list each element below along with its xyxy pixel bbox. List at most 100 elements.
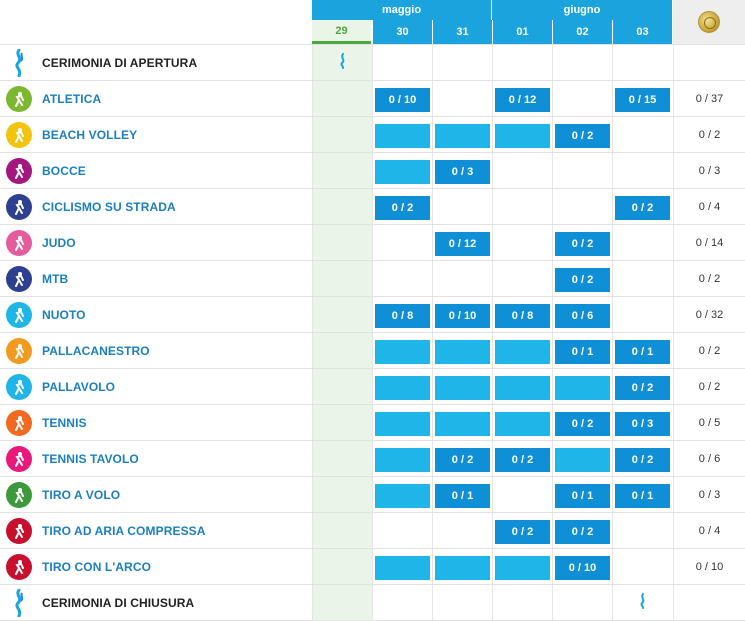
day-cell-30[interactable] xyxy=(372,549,432,585)
sport-name[interactable]: TIRO AD ARIA COMPRESSA xyxy=(42,524,206,538)
event-day-bar[interactable] xyxy=(375,556,430,580)
day-cell-01[interactable]: 0 / 12 xyxy=(492,81,552,117)
event-day-bar[interactable] xyxy=(375,448,430,472)
day-cell-02[interactable] xyxy=(552,369,612,405)
day-cell-30[interactable] xyxy=(372,117,432,153)
sport-label[interactable]: JUDO xyxy=(0,225,312,261)
day-cell-03[interactable]: 0 / 3 xyxy=(612,405,672,441)
day-cell-31[interactable]: 0 / 2 xyxy=(432,441,492,477)
sport-name[interactable]: JUDO xyxy=(42,236,76,250)
sport-name[interactable]: PALLAVOLO xyxy=(42,380,116,394)
day-header-03[interactable]: 03 xyxy=(613,20,672,44)
day-cell-31[interactable]: 0 / 1 xyxy=(432,477,492,513)
event-medals-badge[interactable]: 0 / 6 xyxy=(555,304,610,328)
day-cell-01[interactable] xyxy=(492,549,552,585)
sport-label[interactable]: TENNIS TAVOLO xyxy=(0,441,312,477)
day-cell-30[interactable] xyxy=(372,477,432,513)
event-day-bar[interactable] xyxy=(495,556,550,580)
sport-name[interactable]: CERIMONIA DI APERTURA xyxy=(42,56,198,70)
event-day-bar[interactable] xyxy=(375,412,430,436)
sport-name[interactable]: BOCCE xyxy=(42,164,86,178)
event-medals-badge[interactable]: 0 / 12 xyxy=(435,232,490,256)
day-cell-02[interactable]: 0 / 1 xyxy=(552,477,612,513)
day-cell-30[interactable] xyxy=(372,153,432,189)
day-header-02[interactable]: 02 xyxy=(553,20,612,44)
event-medals-badge[interactable]: 0 / 2 xyxy=(615,376,670,400)
event-medals-badge[interactable]: 0 / 2 xyxy=(555,412,610,436)
day-cell-01[interactable]: 0 / 2 xyxy=(492,513,552,549)
day-cell-30[interactable]: 0 / 2 xyxy=(372,189,432,225)
event-medals-badge[interactable]: 0 / 8 xyxy=(495,304,550,328)
sport-name[interactable]: CICLISMO SU STRADA xyxy=(42,200,176,214)
event-medals-badge[interactable]: 0 / 2 xyxy=(555,268,610,292)
sport-name[interactable]: CERIMONIA DI CHIUSURA xyxy=(42,596,195,610)
day-header-01[interactable]: 01 xyxy=(493,20,552,44)
day-header-31[interactable]: 31 xyxy=(433,20,492,44)
day-header-30[interactable]: 30 xyxy=(373,20,432,44)
sport-label[interactable]: BEACH VOLLEY xyxy=(0,117,312,153)
day-cell-31[interactable] xyxy=(432,117,492,153)
event-day-bar[interactable] xyxy=(375,340,430,364)
day-cell-29[interactable] xyxy=(312,45,372,81)
event-medals-badge[interactable]: 0 / 3 xyxy=(615,412,670,436)
day-cell-03[interactable]: 0 / 1 xyxy=(612,333,672,369)
event-day-bar[interactable] xyxy=(435,124,490,148)
day-cell-31[interactable] xyxy=(432,333,492,369)
sport-label[interactable]: BOCCE xyxy=(0,153,312,189)
sport-name[interactable]: PALLACANESTRO xyxy=(42,344,150,358)
day-cell-03[interactable]: 0 / 15 xyxy=(612,81,672,117)
event-day-bar[interactable] xyxy=(375,160,430,184)
event-medals-badge[interactable]: 0 / 2 xyxy=(555,232,610,256)
event-medals-badge[interactable]: 0 / 1 xyxy=(615,340,670,364)
day-cell-02[interactable]: 0 / 2 xyxy=(552,261,612,297)
event-medals-badge[interactable]: 0 / 1 xyxy=(555,340,610,364)
event-medals-badge[interactable]: 0 / 12 xyxy=(495,88,550,112)
day-cell-03[interactable]: 0 / 2 xyxy=(612,441,672,477)
day-cell-31[interactable]: 0 / 10 xyxy=(432,297,492,333)
event-day-bar[interactable] xyxy=(495,376,550,400)
event-medals-badge[interactable]: 0 / 2 xyxy=(555,124,610,148)
sport-label[interactable]: MTB xyxy=(0,261,312,297)
sport-label[interactable]: PALLACANESTRO xyxy=(0,333,312,369)
event-medals-badge[interactable]: 0 / 2 xyxy=(495,448,550,472)
day-cell-30[interactable] xyxy=(372,369,432,405)
day-cell-31[interactable] xyxy=(432,549,492,585)
event-medals-badge[interactable]: 0 / 15 xyxy=(615,88,670,112)
day-cell-31[interactable] xyxy=(432,405,492,441)
day-cell-02[interactable] xyxy=(552,441,612,477)
sport-name[interactable]: ATLETICA xyxy=(42,92,102,106)
event-medals-badge[interactable]: 0 / 2 xyxy=(615,196,670,220)
event-medals-badge[interactable]: 0 / 1 xyxy=(555,484,610,508)
day-cell-01[interactable] xyxy=(492,117,552,153)
day-cell-02[interactable]: 0 / 6 xyxy=(552,297,612,333)
event-day-bar[interactable] xyxy=(495,340,550,364)
day-cell-30[interactable] xyxy=(372,333,432,369)
event-day-bar[interactable] xyxy=(435,412,490,436)
sport-label[interactable]: PALLAVOLO xyxy=(0,369,312,405)
event-day-bar[interactable] xyxy=(495,412,550,436)
event-medals-badge[interactable]: 0 / 2 xyxy=(555,520,610,544)
day-cell-31[interactable]: 0 / 12 xyxy=(432,225,492,261)
sport-name[interactable]: TENNIS xyxy=(42,416,87,430)
event-medals-badge[interactable]: 0 / 3 xyxy=(435,160,490,184)
day-cell-30[interactable] xyxy=(372,441,432,477)
event-medals-badge[interactable]: 0 / 2 xyxy=(495,520,550,544)
day-cell-31[interactable]: 0 / 3 xyxy=(432,153,492,189)
event-medals-badge[interactable]: 0 / 8 xyxy=(375,304,430,328)
event-day-bar[interactable] xyxy=(435,556,490,580)
day-cell-02[interactable]: 0 / 2 xyxy=(552,405,612,441)
sport-label[interactable]: TIRO A VOLO xyxy=(0,477,312,513)
sport-label[interactable]: NUOTO xyxy=(0,297,312,333)
day-cell-01[interactable] xyxy=(492,333,552,369)
event-day-bar[interactable] xyxy=(555,448,610,472)
day-cell-03[interactable]: 0 / 2 xyxy=(612,189,672,225)
event-medals-badge[interactable]: 0 / 1 xyxy=(615,484,670,508)
sport-name[interactable]: TIRO CON L'ARCO xyxy=(42,560,152,574)
day-cell-01[interactable]: 0 / 8 xyxy=(492,297,552,333)
day-cell-02[interactable]: 0 / 2 xyxy=(552,225,612,261)
event-day-bar[interactable] xyxy=(375,376,430,400)
day-cell-02[interactable]: 0 / 10 xyxy=(552,549,612,585)
sport-label[interactable]: CERIMONIA DI CHIUSURA xyxy=(0,585,312,621)
day-cell-03[interactable]: 0 / 2 xyxy=(612,369,672,405)
day-cell-02[interactable]: 0 / 2 xyxy=(552,513,612,549)
